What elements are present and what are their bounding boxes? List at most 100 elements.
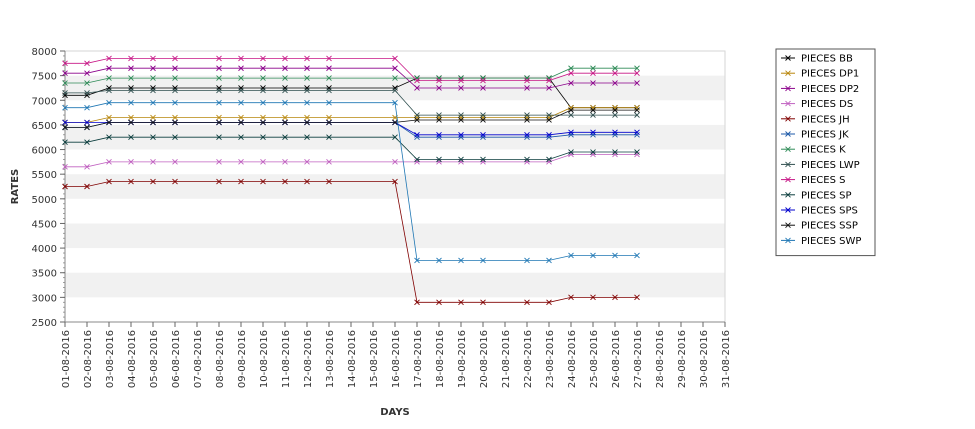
data-point (458, 299, 464, 306)
data-point (238, 114, 244, 121)
data-point (282, 55, 288, 62)
data-point (282, 87, 288, 94)
data-point (458, 77, 464, 84)
x-tick-label: 31-08-2016 (721, 330, 732, 388)
data-point (612, 131, 618, 138)
data-point (392, 75, 398, 81)
data-point (84, 119, 90, 126)
data-point (260, 99, 266, 106)
data-point (524, 75, 530, 81)
data-point (634, 104, 640, 111)
data-point (458, 114, 464, 121)
data-point (150, 85, 156, 91)
x-tick-label: 07-08-2016 (193, 330, 204, 388)
data-point (480, 85, 486, 91)
y-tick-label: 2500 (32, 318, 57, 329)
data-point (612, 112, 618, 118)
data-point (414, 299, 420, 306)
data-point (128, 85, 134, 91)
data-point (172, 114, 178, 121)
series-pieces-lwp (62, 87, 640, 118)
data-point (128, 159, 134, 165)
data-point (414, 75, 420, 81)
data-point (106, 87, 112, 94)
data-point (590, 107, 596, 113)
data-point (150, 178, 156, 185)
y-axis-title: RATES (10, 169, 21, 205)
data-point (392, 65, 398, 72)
legend-label: PIECES BB (801, 54, 853, 65)
data-point (304, 114, 310, 121)
data-point (304, 119, 310, 126)
data-point (62, 70, 68, 76)
data-point (238, 119, 244, 126)
data-point (304, 159, 310, 165)
x-tick-label: 19-08-2016 (457, 330, 468, 388)
data-point (282, 65, 288, 72)
x-tick-label: 14-08-2016 (347, 330, 358, 388)
data-point (436, 117, 442, 123)
x-tick-label: 24-08-2016 (567, 330, 578, 388)
data-point (84, 80, 90, 86)
data-point (568, 149, 574, 155)
data-point (304, 65, 310, 72)
legend-label: PIECES JK (801, 130, 849, 141)
y-axis: 2500 3000 3500 4000 4500 5000 5500 6000 6500 7000… (32, 47, 66, 329)
x-tick-label: 26-08-2016 (611, 330, 622, 388)
data-point (106, 134, 112, 141)
data-point (216, 99, 222, 106)
data-point (106, 75, 112, 81)
x-tick-label: 17-08-2016 (413, 330, 424, 388)
data-point (150, 119, 156, 126)
data-point (128, 114, 134, 121)
data-point (480, 131, 486, 138)
data-point (568, 104, 574, 111)
data-point (150, 159, 156, 165)
y-tick-label: 4500 (32, 219, 57, 230)
data-point (634, 107, 640, 113)
data-point (590, 131, 596, 138)
x-tick-label: 20-08-2016 (479, 330, 490, 388)
data-point (238, 85, 244, 91)
data-point (172, 178, 178, 185)
data-point (172, 119, 178, 126)
data-point (84, 183, 90, 190)
data-point (546, 112, 552, 118)
data-point (524, 117, 530, 123)
data-point (84, 90, 90, 96)
data-point (480, 159, 486, 165)
data-point (238, 75, 244, 81)
x-tick-label: 29-08-2016 (677, 330, 688, 388)
data-point (458, 117, 464, 123)
data-point (436, 85, 442, 91)
data-point (150, 99, 156, 106)
data-point (634, 131, 640, 138)
data-point (150, 55, 156, 62)
data-point (216, 159, 222, 165)
data-point (238, 55, 244, 62)
data-point (216, 114, 222, 121)
data-point (546, 299, 552, 306)
data-point (524, 257, 530, 264)
series-pieces-jh (62, 178, 640, 306)
data-point (62, 163, 68, 170)
data-point (612, 80, 618, 86)
legend-item: PIECES K (781, 145, 846, 156)
data-point (304, 99, 310, 106)
data-point (546, 159, 552, 165)
data-point (106, 99, 112, 106)
data-point (480, 112, 486, 118)
data-point (568, 129, 574, 136)
data-point (524, 131, 530, 138)
data-point (524, 156, 530, 163)
data-point (238, 178, 244, 185)
data-point (612, 149, 618, 155)
data-point (106, 114, 112, 121)
data-point (590, 80, 596, 86)
y-tick-label: 6500 (32, 121, 57, 132)
data-point (568, 294, 574, 301)
data-point (304, 75, 310, 81)
data-point (84, 104, 90, 111)
data-point (546, 85, 552, 91)
data-point (84, 163, 90, 170)
